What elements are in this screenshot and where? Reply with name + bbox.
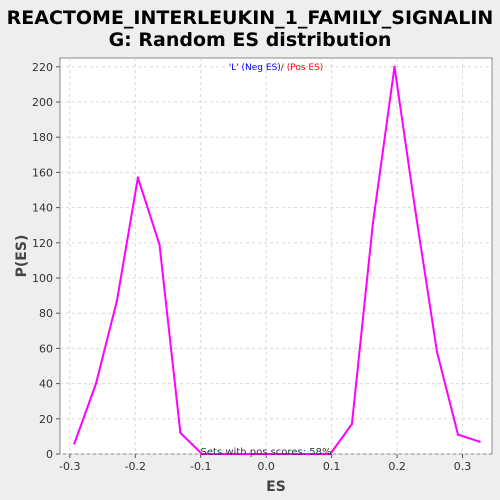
data-point [393,65,396,69]
legend-entry-neg: 'L' (Neg ES) [229,63,281,73]
data-point [179,431,182,435]
chart-title-line-2: G: Random ES distribution [109,29,392,51]
data-point [136,176,140,179]
y-tick-label: 160 [32,166,53,179]
data-point [200,452,204,456]
grid [60,58,492,455]
data-point [308,452,311,456]
svg-text:'L' (Neg ES)/ (Pos ES): 'L' (Neg ES)/ (Pos ES) [229,63,324,73]
data-point [371,222,375,225]
y-tick-label: 180 [32,131,53,144]
data-point [264,452,268,456]
x-tick-label: 0.0 [257,460,275,473]
y-tick-label: 0 [46,448,53,461]
series-layer [73,65,481,456]
data-point [435,350,439,354]
legend: 'L' (Neg ES)/ (Pos ES) [229,63,324,73]
data-point [243,452,246,456]
y-tick-label: 140 [32,202,53,215]
chart-title-line-1: REACTOME_INTERLEUKIN_1_FAMILY_SIGNALIN [7,7,494,29]
series-line [73,65,480,455]
y-tick-label: 120 [32,237,53,250]
data-point [221,452,225,456]
data-point [115,299,119,303]
data-point [158,243,161,246]
y-tick-label: 100 [32,272,53,285]
legend-entry-pos: (Pos ES) [284,63,323,73]
legend-separator: / [281,63,285,73]
data-point [94,382,98,385]
x-tick-label: -0.3 [59,460,80,473]
data-point [73,442,76,445]
y-axis-label: P(ES) [14,235,30,278]
data-point [478,440,481,443]
data-point [414,209,417,213]
x-tick-label: 0.2 [388,460,406,473]
x-tick-label: -0.1 [190,460,211,473]
plot-area [59,57,493,455]
data-point [456,433,460,436]
y-tick-label: 200 [32,96,53,109]
x-tick-label: 0.1 [323,460,341,473]
x-tick-label: -0.2 [125,460,146,473]
x-axis-label: ES [266,479,286,495]
axes: -0.3 -0.2 -0.1 0.0 0.1 0.2 0.3 0 20 40 60 80 100 120 1… [32,61,471,473]
y-tick-label: 220 [32,61,53,74]
y-tick-label: 40 [39,378,53,391]
y-tick-label: 20 [39,413,53,426]
y-tick-label: 60 [39,342,53,355]
data-point [329,452,332,456]
data-point [350,422,354,426]
data-point [286,452,289,456]
x-tick-label: 0.3 [454,460,472,473]
pos-scores-annotation: Sets with pos scores: 58% [201,447,332,458]
y-tick-label: 80 [39,307,53,320]
